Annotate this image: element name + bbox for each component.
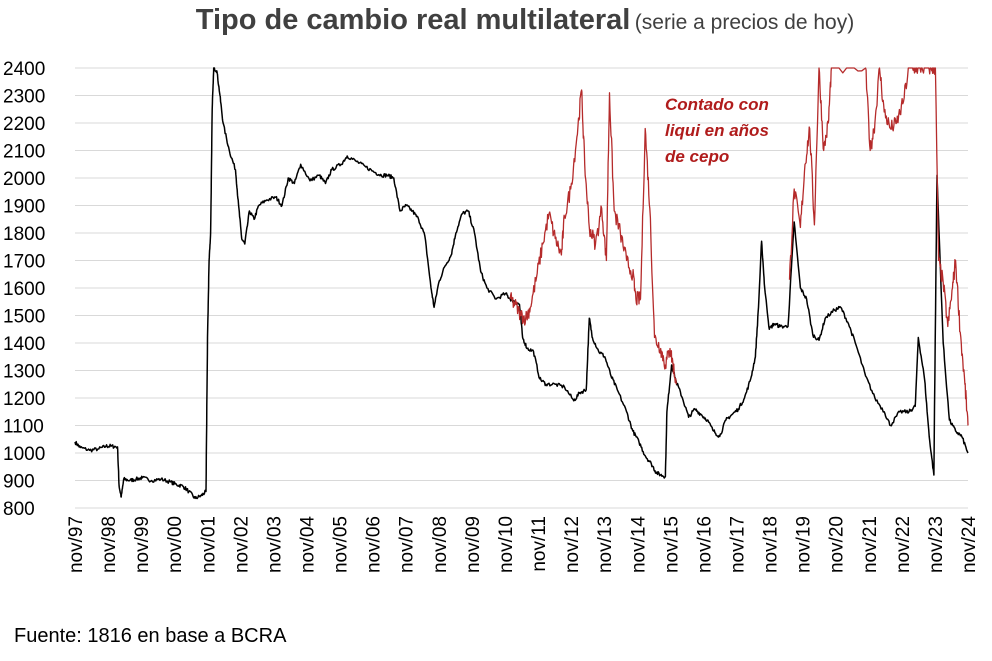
y-tick-label: 1200 xyxy=(3,389,45,410)
x-tick-label: nov/11 xyxy=(529,516,550,572)
x-tick-label: nov/00 xyxy=(165,516,186,573)
x-tick-label: nov/13 xyxy=(595,516,616,573)
x-tick-label: nov/08 xyxy=(430,516,451,573)
x-tick-label: nov/15 xyxy=(661,516,682,573)
x-tick-label: nov/19 xyxy=(794,516,815,573)
x-tick-label: nov/03 xyxy=(264,516,285,573)
annotation-line: liqui en años xyxy=(665,121,769,140)
y-tick-label: 1100 xyxy=(3,417,44,438)
y-tick-label: 1800 xyxy=(3,224,45,245)
y-tick-label: 2100 xyxy=(3,142,45,163)
x-tick-label: nov/99 xyxy=(132,516,153,573)
x-tick-label: nov/16 xyxy=(694,516,715,573)
annotation-line: de cepo xyxy=(665,147,729,166)
x-axis-ticks: nov/97 nov/98 nov/99 nov/00 nov/01 nov/02 nov/… xyxy=(66,516,980,573)
x-tick-label: nov/17 xyxy=(727,516,748,573)
y-axis-ticks: 800 900 1000 1100 1200 1300 1400 1500 1600 1700 18… xyxy=(3,59,45,520)
chart-title-main: Tipo de cambio real multilateral xyxy=(195,4,631,36)
x-tick-label: nov/21 xyxy=(860,516,881,573)
chart-title-sub: (serie a precios de hoy) xyxy=(634,11,855,34)
chart-title: Tipo de cambio real multilateral (serie … xyxy=(0,4,992,37)
y-tick-label: 1900 xyxy=(3,197,45,218)
y-tick-label: 1400 xyxy=(3,334,45,355)
x-tick-label: nov/09 xyxy=(463,516,484,573)
series-line-ccl xyxy=(509,67,969,426)
y-tick-label: 1000 xyxy=(3,444,45,465)
y-tick-label: 2400 xyxy=(3,59,45,80)
y-tick-label: 800 xyxy=(3,499,35,520)
y-tick-label: 1500 xyxy=(3,307,45,328)
x-tick-label: nov/10 xyxy=(496,516,517,573)
series-group xyxy=(74,67,969,500)
x-tick-label: nov/07 xyxy=(397,516,418,573)
x-tick-label: nov/02 xyxy=(231,516,252,573)
x-tick-label: nov/12 xyxy=(562,516,583,573)
ccl-annotation: Contado con liqui en años de cepo xyxy=(665,95,769,166)
gridlines xyxy=(75,67,968,509)
x-tick-label: nov/14 xyxy=(628,516,649,573)
annotation-line: Contado con xyxy=(665,95,769,114)
source-note: Fuente: 1816 en base a BCRA xyxy=(14,625,287,647)
series-line-official xyxy=(74,67,969,500)
y-tick-label: 1300 xyxy=(3,362,45,383)
x-tick-label: nov/97 xyxy=(66,516,87,573)
y-tick-label: 1600 xyxy=(3,279,45,300)
y-tick-label: 1700 xyxy=(3,252,45,273)
x-tick-label: nov/01 xyxy=(198,516,219,573)
y-tick-label: 2000 xyxy=(3,169,45,190)
x-tick-label: nov/24 xyxy=(959,516,980,573)
x-tick-label: nov/06 xyxy=(364,516,385,573)
y-tick-label: 2200 xyxy=(3,114,45,135)
y-tick-label: 2300 xyxy=(3,87,45,108)
chart-plot: 800 900 1000 1100 1200 1300 1400 1500 1600 1700 18… xyxy=(3,59,980,573)
x-tick-label: nov/22 xyxy=(893,516,914,573)
x-tick-label: nov/23 xyxy=(926,516,947,573)
y-tick-label: 900 xyxy=(3,472,35,493)
x-tick-label: nov/20 xyxy=(827,516,848,573)
x-tick-label: nov/04 xyxy=(298,516,319,573)
x-tick-label: nov/18 xyxy=(761,516,782,573)
x-tick-label: nov/05 xyxy=(331,516,352,573)
x-tick-label: nov/98 xyxy=(99,516,120,573)
